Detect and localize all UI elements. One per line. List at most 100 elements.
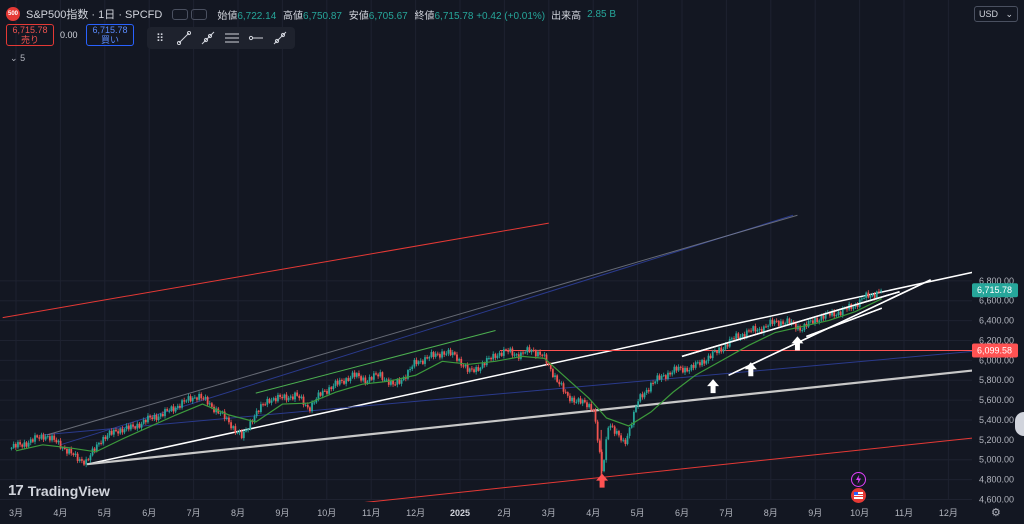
trend-line-icon[interactable] [175,30,193,46]
candle [554,372,556,380]
extended-line-icon[interactable] [271,30,289,46]
up-arrow-icon [707,379,720,394]
horizontal-lines-icon[interactable] [223,30,241,46]
y-tick-label: 6,400.00 [979,316,1014,326]
candle [202,396,205,401]
currency-selector[interactable]: USD ⌄ [974,6,1018,22]
candle [505,348,507,352]
ray-icon[interactable] [199,30,217,46]
currency-label: USD [979,9,999,19]
low-label: 安値 [348,10,369,22]
symbol-title[interactable]: S&P500指数 · 1日 · SPCFD [26,9,163,21]
candle [157,413,160,422]
sell-button[interactable]: 6,715.78 売り [6,24,54,46]
candle [132,421,134,429]
candle [140,421,143,431]
candle [790,319,793,327]
candle [479,366,482,374]
candle [460,356,463,368]
up-arrow-icon [596,473,609,488]
candle [624,438,627,447]
side-panel-handle[interactable] [1015,412,1024,436]
candle [98,441,100,447]
candle [119,427,122,435]
x-tick-label: 7月 [187,508,201,518]
candle [650,381,652,394]
candle [381,371,384,383]
horizontal-ray-icon[interactable] [247,30,265,46]
candle [130,422,132,432]
candle [355,372,358,379]
candle [667,370,669,381]
x-tick-label: 12月 [406,508,425,518]
sp500-logo-icon: 500 [6,7,20,21]
trend-line-red_lower_channel [326,436,984,507]
price-axis[interactable]: 4,600.00 4,800.00 5,000.00 5,200.00 5,400.00… [972,0,1024,524]
candle [196,396,198,403]
candle [72,452,75,457]
candle [285,392,288,403]
candle [799,324,802,333]
open-label: 始値 [217,10,238,22]
x-tick-label: 5月 [98,508,112,518]
candle [696,360,699,365]
candle [496,353,499,360]
indicators-toggle[interactable]: ⌄ 5 [10,53,25,64]
drawn-trend-lines-front[interactable] [681,279,931,376]
time-axis-bg [0,502,972,524]
candle [647,387,650,394]
candle [411,364,414,372]
candle [669,371,672,377]
candle [722,346,725,354]
drag-handle-icon[interactable]: ⠿ [155,32,165,45]
candle [347,375,350,382]
candle [332,383,335,391]
candle [639,393,642,403]
candle [509,346,512,354]
candle [319,391,322,397]
candle [27,440,30,449]
candle [294,391,296,402]
candle [537,349,539,359]
candle [12,441,15,449]
symbol-header: 500 S&P500指数 · 1日 · SPCFD 始値6,722.14 高値6… [6,6,616,22]
visibility-toggles[interactable] [172,8,208,20]
candle [703,357,706,367]
candle [598,438,601,454]
candle [569,393,571,404]
candle [671,370,674,377]
lightning-event-icon[interactable] [851,472,866,487]
candle [500,351,503,357]
candle [390,378,392,387]
candle [225,415,228,421]
buy-button[interactable]: 6,715.78 買い [86,24,134,46]
candle [430,349,433,359]
candle [443,350,446,358]
y-tick-label: 4,800.00 [979,475,1014,485]
candle [179,403,181,410]
candle [110,428,113,436]
candle [811,317,814,325]
candle [46,435,49,439]
settings-gear-icon[interactable]: ⚙ [991,507,1001,519]
more-icon[interactable] [191,8,208,20]
candle [814,317,816,327]
candle [104,435,107,442]
candle [507,347,510,355]
candle [108,429,111,438]
candle [741,332,744,338]
eye-icon[interactable] [172,8,189,20]
us-flag-event-icon[interactable] [851,488,866,503]
candle [302,394,305,408]
candle [31,437,34,443]
candle [208,400,211,407]
candle [880,288,882,294]
tradingview-logo: 17 TradingView [8,482,110,499]
candle [10,447,13,451]
candle [153,412,156,422]
candle [270,397,273,406]
price-axis-bg [972,0,1024,524]
candle [583,397,586,404]
time-axis[interactable]: 3月 4月 5月 6月 7月 8月 9月 10月 11月 12月 2025 2月 3月 4月 5月 6月 7月 8… [0,502,972,524]
